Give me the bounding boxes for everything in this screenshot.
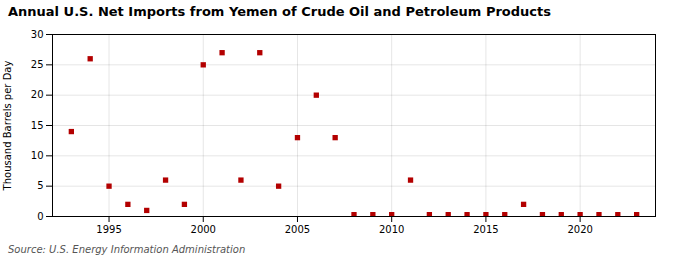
svg-text:5: 5 — [37, 180, 43, 191]
svg-text:15: 15 — [31, 119, 44, 130]
svg-text:2015: 2015 — [473, 223, 498, 234]
svg-text:0: 0 — [37, 210, 43, 221]
html-text:Annual U.S. Net Imports from Y: Annual U.S. Net Imports from Yemen of Cr… — [8, 4, 551, 19]
svg-text:1995: 1995 — [96, 223, 121, 234]
svg-text:2020: 2020 — [567, 223, 592, 234]
svg-text:10: 10 — [31, 150, 44, 161]
svg-text:Thousand Barrels per Day: Thousand Barrels per Day — [2, 60, 13, 191]
svg-text:2000: 2000 — [191, 223, 216, 234]
svg-text:2005: 2005 — [285, 223, 310, 234]
svg-text:20: 20 — [31, 89, 44, 100]
svg-text:2010: 2010 — [379, 223, 404, 234]
html-text:Source: U.S. Energy Informatio: Source: U.S. Energy Information Administ… — [8, 243, 246, 255]
svg-text:30: 30 — [31, 28, 44, 39]
svg-text:25: 25 — [31, 59, 44, 70]
